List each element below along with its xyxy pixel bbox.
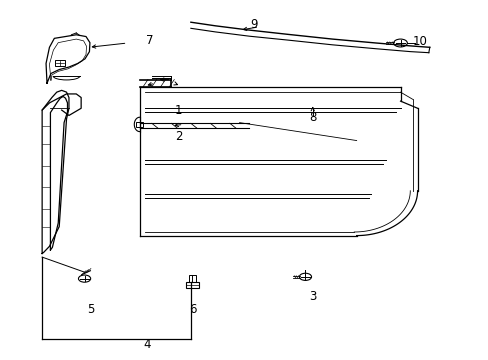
- Bar: [185, 282, 198, 288]
- Text: 3: 3: [308, 290, 316, 303]
- Text: 2: 2: [175, 130, 182, 144]
- Text: 5: 5: [87, 303, 94, 316]
- Text: 9: 9: [250, 18, 258, 31]
- Bar: [188, 275, 195, 282]
- Text: 10: 10: [412, 35, 427, 49]
- Text: 1: 1: [175, 104, 182, 117]
- Text: 6: 6: [189, 303, 197, 316]
- Text: 8: 8: [308, 111, 316, 124]
- Bar: [136, 122, 143, 127]
- Text: 7: 7: [145, 33, 153, 47]
- Bar: [55, 60, 65, 66]
- Text: 4: 4: [143, 338, 150, 351]
